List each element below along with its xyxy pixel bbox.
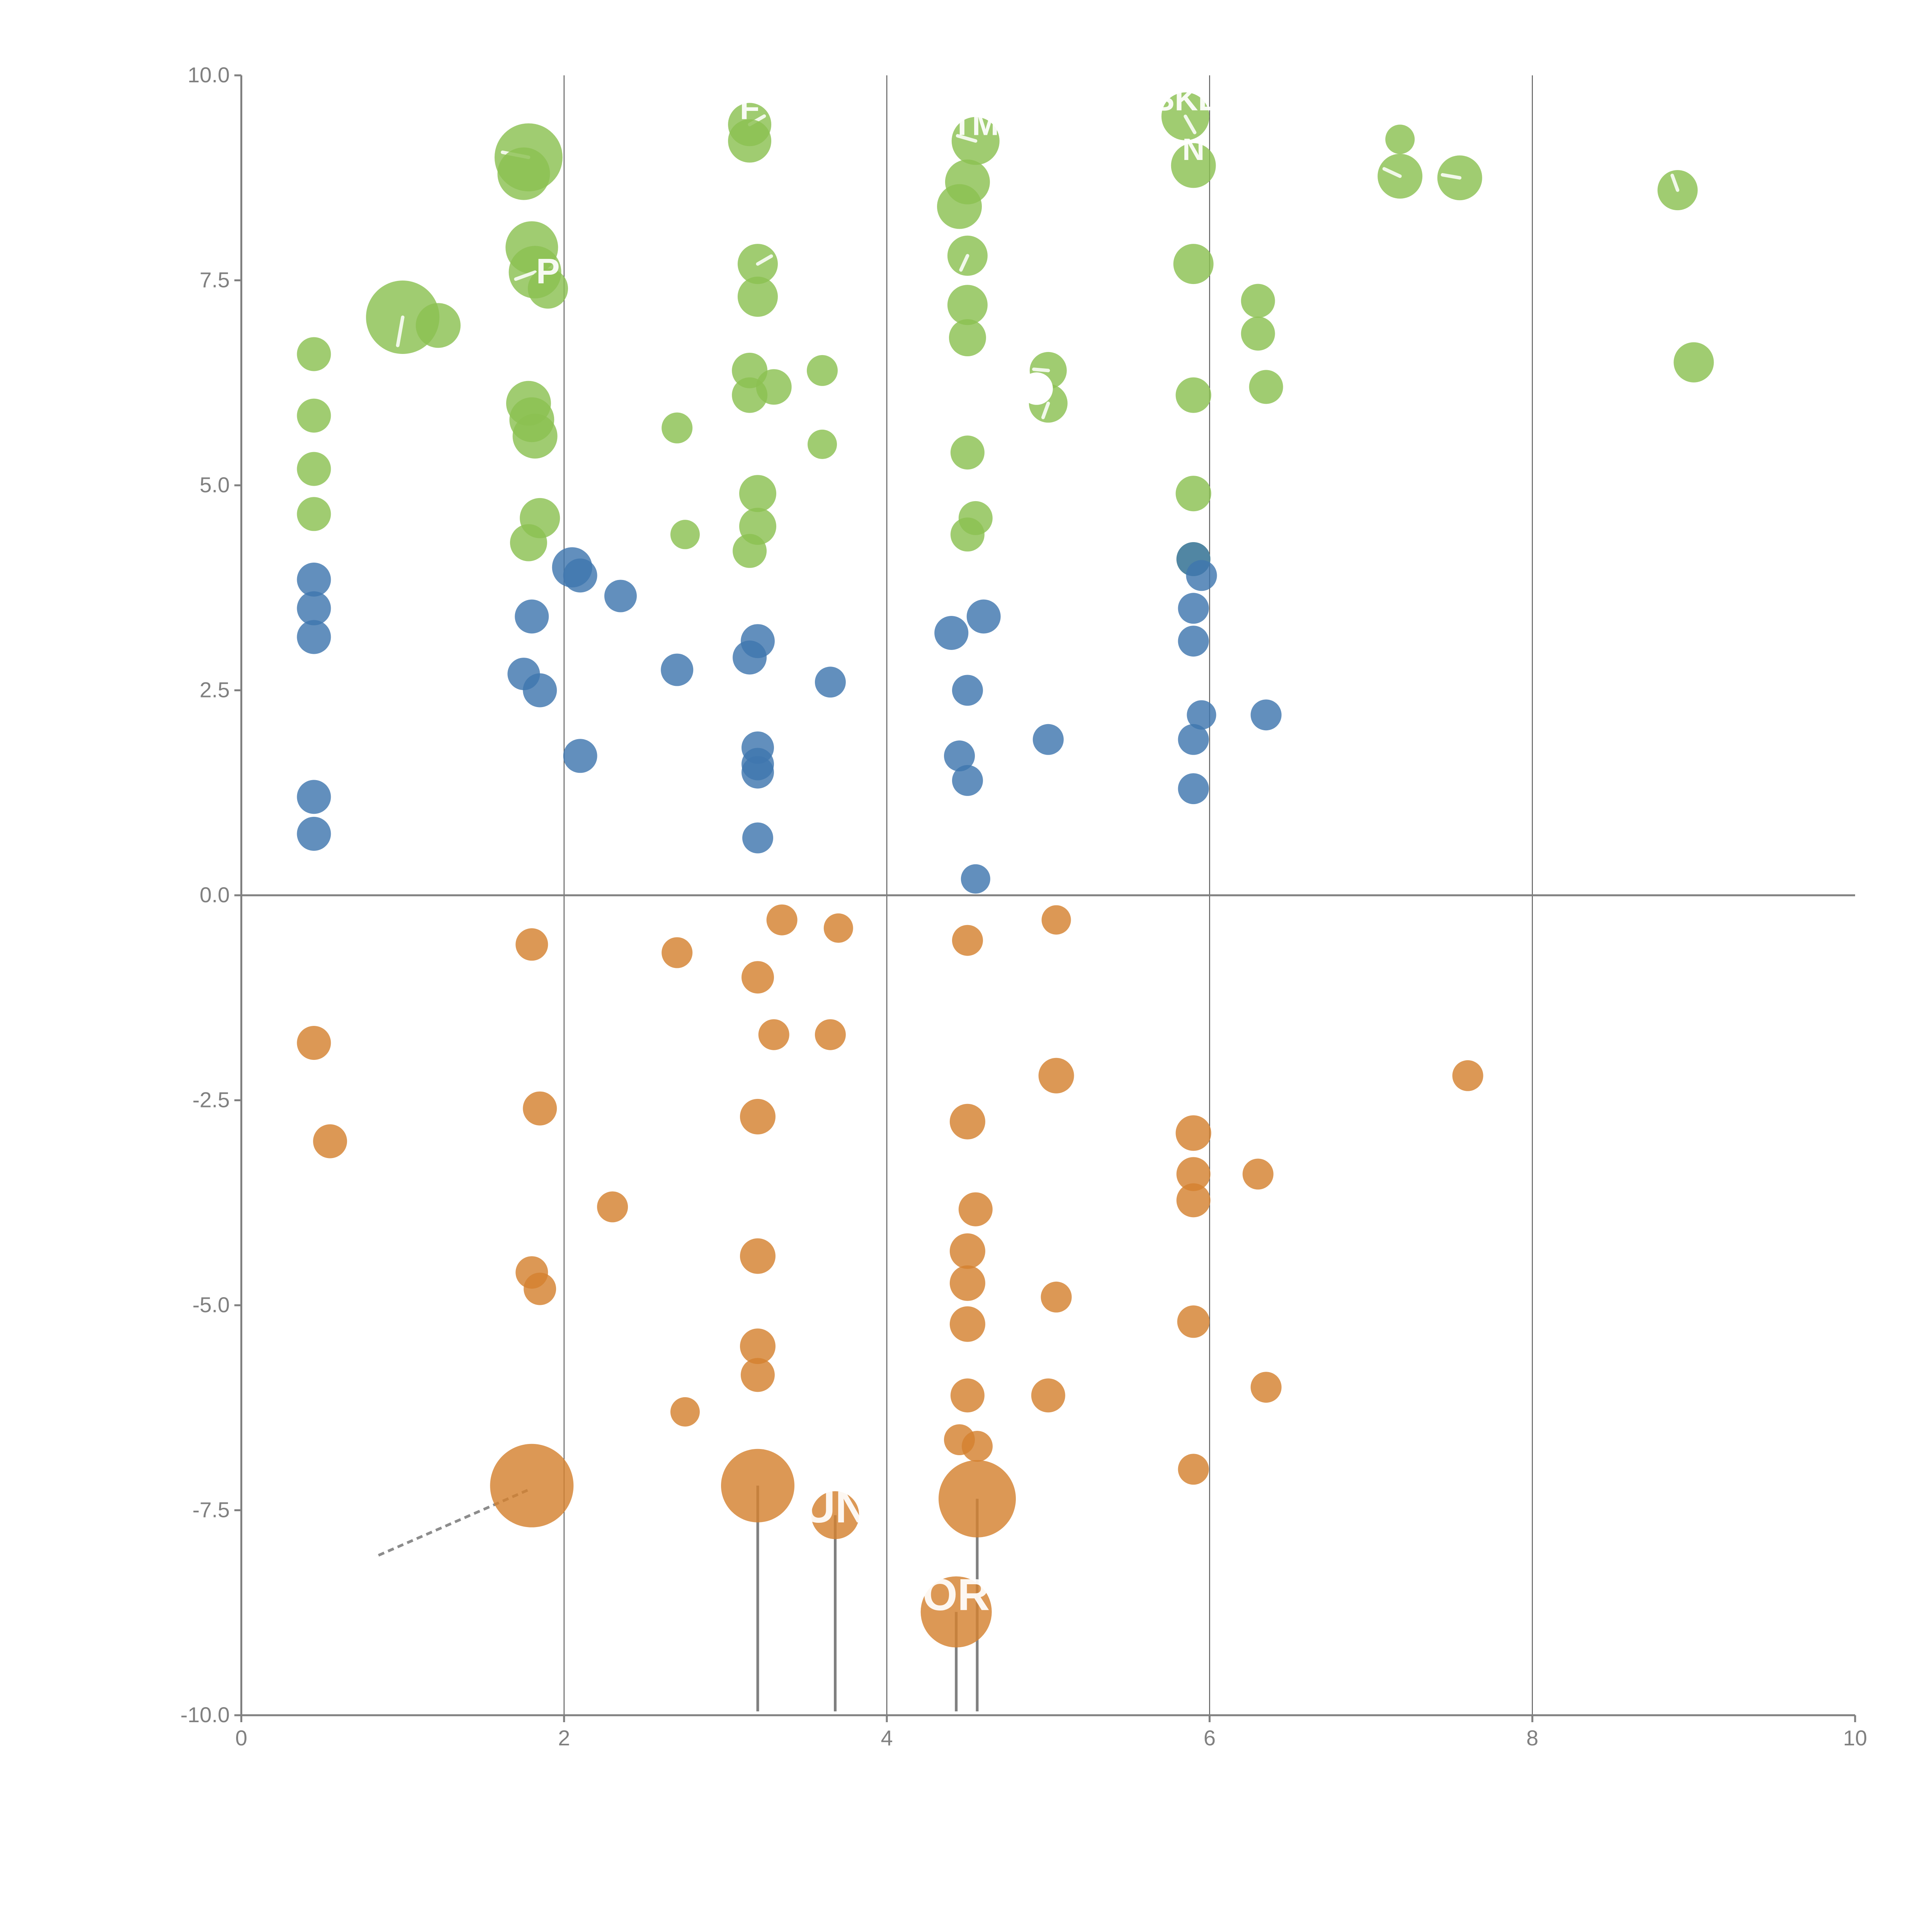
svg-text:OR: OR xyxy=(923,1570,990,1620)
svg-text:UN: UN xyxy=(803,1482,868,1532)
svg-text:6: 6 xyxy=(1204,1726,1216,1750)
svg-text:P: P xyxy=(536,252,560,291)
svg-text:7.5: 7.5 xyxy=(200,268,230,292)
svg-text:SKL: SKL xyxy=(1153,81,1218,117)
svg-text:2: 2 xyxy=(558,1726,570,1750)
svg-text:5.0: 5.0 xyxy=(200,473,230,497)
svg-text:0: 0 xyxy=(235,1726,247,1750)
svg-text:TM: TM xyxy=(952,105,999,142)
svg-text:4: 4 xyxy=(881,1726,893,1750)
svg-text:10.0: 10.0 xyxy=(188,63,230,87)
svg-text:-5.0: -5.0 xyxy=(192,1293,230,1317)
svg-text:2.5: 2.5 xyxy=(200,678,230,702)
svg-text:F: F xyxy=(740,90,759,126)
svg-text:10: 10 xyxy=(1843,1726,1867,1750)
svg-text:N: N xyxy=(1182,132,1205,167)
svg-text:-7.5: -7.5 xyxy=(192,1498,230,1522)
svg-text:-2.5: -2.5 xyxy=(192,1088,230,1112)
svg-text:-10.0: -10.0 xyxy=(180,1702,230,1727)
svg-text:0.0: 0.0 xyxy=(200,883,230,907)
svg-text:8: 8 xyxy=(1526,1726,1538,1750)
